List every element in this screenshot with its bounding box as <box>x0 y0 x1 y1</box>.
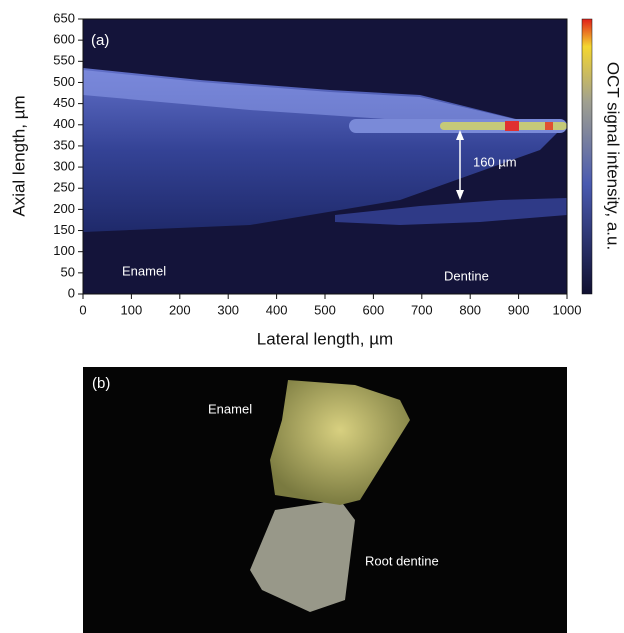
y-tick-label: 250 <box>53 180 75 195</box>
y-tick-label: 550 <box>53 53 75 68</box>
render-image <box>83 367 567 633</box>
x-tick-label: 100 <box>121 302 143 317</box>
y-tick-label: 100 <box>53 243 75 258</box>
y-tick-label: 200 <box>53 201 75 216</box>
x-tick-label: 300 <box>217 302 239 317</box>
x-tick-label: 600 <box>363 302 385 317</box>
oct-image <box>83 19 567 294</box>
y-axis-label: Axial length, µm <box>9 95 28 216</box>
x-tick-label: 0 <box>79 302 86 317</box>
x-tick-label: 700 <box>411 302 433 317</box>
annotation: Enamel <box>122 263 166 278</box>
y-tick-label: 450 <box>53 95 75 110</box>
y-tick-label: 650 <box>53 10 75 25</box>
y-tick-label: 600 <box>53 32 75 47</box>
y-tick-label: 500 <box>53 74 75 89</box>
panel-label: (a) <box>91 32 109 49</box>
x-axis-label: Lateral length, µm <box>257 329 393 348</box>
annotation: 160 µm <box>473 154 517 169</box>
y-tick-label: 50 <box>61 264 75 279</box>
x-tick-label: 400 <box>266 302 288 317</box>
y-tick-label: 150 <box>53 222 75 237</box>
x-tick-label: 200 <box>169 302 191 317</box>
colorbar <box>581 18 593 295</box>
x-tick-label: 500 <box>314 302 336 317</box>
annotation: Dentine <box>444 268 489 283</box>
x-tick-label: 1000 <box>553 302 582 317</box>
x-tick-label: 800 <box>459 302 481 317</box>
y-tick-label: 0 <box>68 285 75 300</box>
annotation: Enamel <box>208 401 252 416</box>
y-tick-label: 300 <box>53 159 75 174</box>
annotation: Root dentine <box>365 553 439 568</box>
colorbar-label: OCT signal intensity, a.u. <box>604 62 623 250</box>
y-tick-label: 400 <box>53 116 75 131</box>
x-tick-label: 900 <box>508 302 530 317</box>
y-tick-label: 350 <box>53 137 75 152</box>
panel-label: (b) <box>92 375 110 392</box>
